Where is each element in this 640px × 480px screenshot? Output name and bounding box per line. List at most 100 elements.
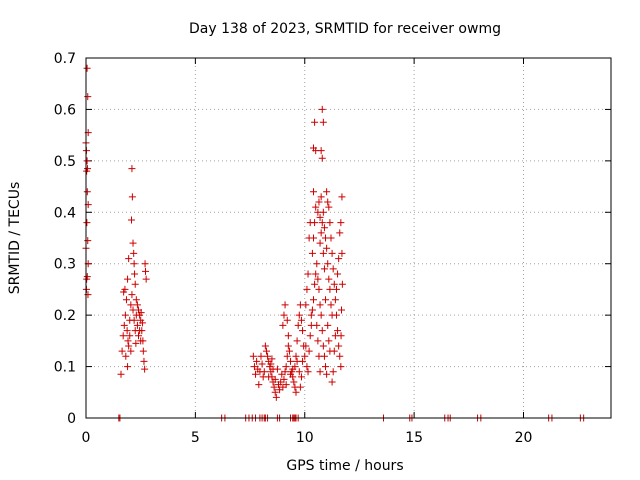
data-point [291,363,299,371]
data-point [121,311,129,319]
data-point [317,193,325,201]
data-point [123,327,131,335]
y-tick-label: 0.1 [54,360,76,376]
data-point [136,327,144,335]
data-point [323,244,331,252]
data-point [293,337,301,345]
data-point [125,255,133,263]
data-point [328,378,336,386]
data-point [322,296,330,304]
data-point [324,260,332,268]
data-point [312,270,320,278]
data-point [337,363,345,371]
data-point [125,342,133,350]
data-point [335,342,343,350]
data-point [84,237,92,245]
data-point [299,357,307,365]
data-point [313,321,321,329]
data-point [302,342,310,350]
data-point [138,319,146,327]
y-tick-label: 0.2 [54,308,76,324]
data-point [306,332,314,340]
data-point [319,342,327,350]
data-point [126,332,134,340]
data-point [118,347,126,355]
data-point [316,213,324,221]
data-point [337,219,345,227]
data-point [320,265,328,273]
data-point [313,260,321,268]
data-point [257,352,265,360]
data-point [280,311,288,319]
data-point [311,118,319,126]
data-point [317,229,325,237]
data-point [316,368,324,376]
data-point [83,188,91,196]
data-point [281,301,289,309]
data-point [258,360,266,368]
x-tick-label: 20 [515,430,533,446]
data-point [130,249,138,257]
data-point [295,311,303,319]
data-point [295,368,303,376]
data-point [294,321,302,329]
data-point [253,357,261,365]
data-point [279,321,287,329]
data-point [265,373,273,381]
data-point [297,373,305,381]
data-point [268,355,276,363]
data-point [133,321,141,329]
data-point [131,280,139,288]
data-point [128,193,136,201]
data-point [318,327,326,335]
data-point [131,270,139,278]
x-tick-label: 15 [405,430,423,446]
data-point [249,352,257,360]
data-point [119,332,127,340]
data-point [307,311,315,319]
data-point [132,296,140,304]
data-point [330,280,338,288]
data-point [140,357,148,365]
x-tick-label: 0 [82,430,91,446]
x-tick-label: 10 [296,430,314,446]
data-point [283,352,291,360]
data-point [308,306,316,314]
data-point [318,154,326,162]
data-point [326,285,334,293]
data-point [83,64,91,72]
x-tick-label: 5 [191,430,200,446]
data-points [82,64,588,422]
data-point [137,309,145,317]
data-point [326,219,334,227]
data-point [302,301,310,309]
data-point [137,337,145,345]
data-point [303,285,311,293]
data-point [124,275,132,283]
data-point [324,321,332,329]
data-point [142,275,150,283]
data-point [320,224,328,232]
data-point [83,167,91,175]
data-point [319,249,327,257]
data-point [252,370,260,378]
data-point [338,280,346,288]
data-point [308,249,316,257]
data-point [141,365,149,373]
data-point [317,147,325,155]
data-point [284,342,292,350]
data-point [272,393,280,401]
data-point [334,327,342,335]
data-point [305,234,313,242]
data-point [130,260,138,268]
y-tick-label: 0.5 [54,154,76,170]
data-point [318,219,326,227]
data-point [127,301,135,309]
y-axis-label: SRMTID / TECUs [7,182,23,295]
data-point [335,255,343,263]
data-point [337,332,345,340]
data-point [83,275,91,283]
data-point [264,352,272,360]
y-tick-label: 0.7 [54,51,76,67]
x-axis-label: GPS time / hours [286,458,403,474]
